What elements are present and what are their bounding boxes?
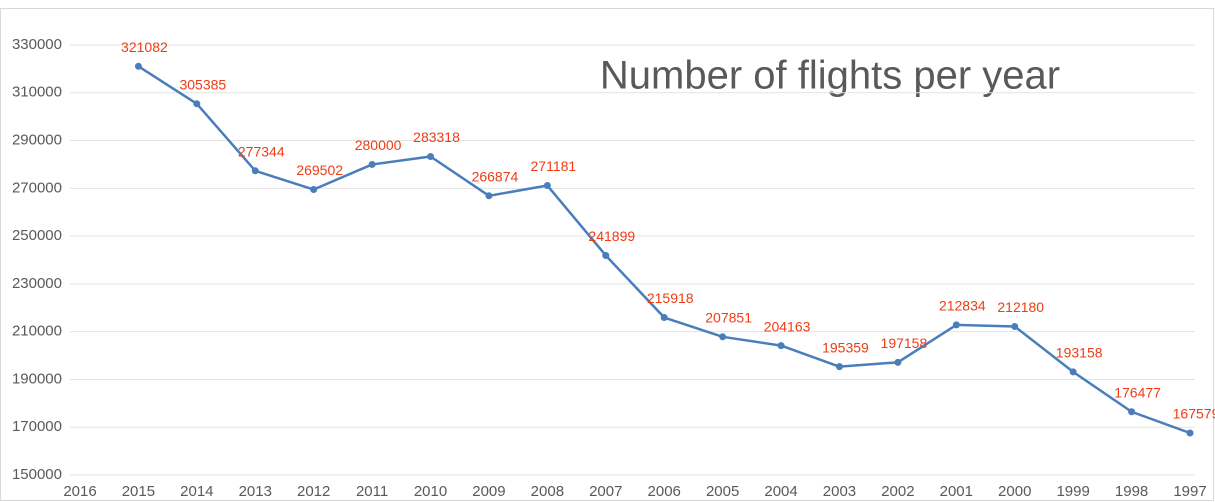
data-label: 176477 xyxy=(1114,384,1161,400)
x-tick-label: 2008 xyxy=(531,483,564,500)
x-tick-label: 2004 xyxy=(764,483,797,500)
x-tick-label: 1997 xyxy=(1173,483,1206,500)
data-point xyxy=(1186,429,1194,437)
y-tick-label: 230000 xyxy=(12,275,62,292)
data-label: 321082 xyxy=(121,39,168,55)
data-point xyxy=(835,363,843,371)
y-tick-label: 150000 xyxy=(12,466,62,483)
y-tick-label: 250000 xyxy=(12,227,62,244)
chart-title: Number of flights per year xyxy=(600,54,1060,98)
x-tick-label: 2007 xyxy=(589,483,622,500)
data-point xyxy=(485,192,493,200)
data-point xyxy=(193,100,201,108)
data-label: 283318 xyxy=(413,129,460,145)
data-label: 212834 xyxy=(939,298,986,314)
y-tick-label: 330000 xyxy=(12,36,62,53)
x-tick-label: 2005 xyxy=(706,483,739,500)
data-label: 167579 xyxy=(1173,406,1215,422)
y-tick-label: 270000 xyxy=(12,179,62,196)
x-tick-label: 2002 xyxy=(881,483,914,500)
x-tick-label: 1998 xyxy=(1115,483,1148,500)
data-point xyxy=(134,62,142,70)
y-tick-label: 210000 xyxy=(12,323,62,340)
data-label: 269502 xyxy=(296,162,343,178)
data-point xyxy=(602,251,610,259)
data-label: 266874 xyxy=(472,169,519,185)
chart-frame xyxy=(0,8,1214,501)
data-label: 215918 xyxy=(647,290,694,306)
data-point xyxy=(660,314,668,322)
data-label: 195359 xyxy=(822,339,869,355)
data-label: 241899 xyxy=(588,228,635,244)
x-tick-label: 1999 xyxy=(1056,483,1089,500)
y-tick-label: 290000 xyxy=(12,132,62,149)
data-point xyxy=(719,333,727,341)
x-tick-label: 2014 xyxy=(180,483,213,500)
y-tick-label: 310000 xyxy=(12,84,62,101)
data-point xyxy=(543,182,551,190)
y-tick-label: 170000 xyxy=(12,418,62,435)
data-label: 207851 xyxy=(705,310,752,326)
x-tick-label: 2015 xyxy=(122,483,155,500)
data-point xyxy=(251,167,259,175)
data-point xyxy=(368,160,376,168)
data-point xyxy=(952,321,960,329)
data-point xyxy=(1069,368,1077,376)
data-point xyxy=(1011,322,1019,330)
data-point xyxy=(1128,408,1136,416)
data-point xyxy=(894,358,902,366)
data-label: 280000 xyxy=(355,137,402,153)
data-line xyxy=(137,65,1191,435)
x-tick-label: 2009 xyxy=(472,483,505,500)
data-point xyxy=(310,186,318,194)
data-label: 305385 xyxy=(179,77,226,93)
x-tick-label: 2006 xyxy=(648,483,681,500)
x-tick-label: 2011 xyxy=(356,483,388,500)
x-tick-label: 2000 xyxy=(998,483,1031,500)
x-tick-label: 2010 xyxy=(414,483,447,500)
x-tick-label: 2013 xyxy=(239,483,272,500)
x-tick-label: 2012 xyxy=(297,483,330,500)
data-label: 204163 xyxy=(764,318,811,334)
data-label: 197158 xyxy=(881,335,928,351)
data-label: 212180 xyxy=(997,299,1044,315)
data-label: 271181 xyxy=(531,158,577,174)
x-tick-label: 2001 xyxy=(940,483,973,500)
x-tick-label: 2003 xyxy=(823,483,856,500)
x-tick-label: 2016 xyxy=(63,483,96,500)
data-label: 193158 xyxy=(1056,345,1103,361)
y-tick-label: 190000 xyxy=(12,370,62,387)
data-point xyxy=(427,153,435,161)
data-label: 277344 xyxy=(238,143,285,159)
data-point xyxy=(777,342,785,350)
